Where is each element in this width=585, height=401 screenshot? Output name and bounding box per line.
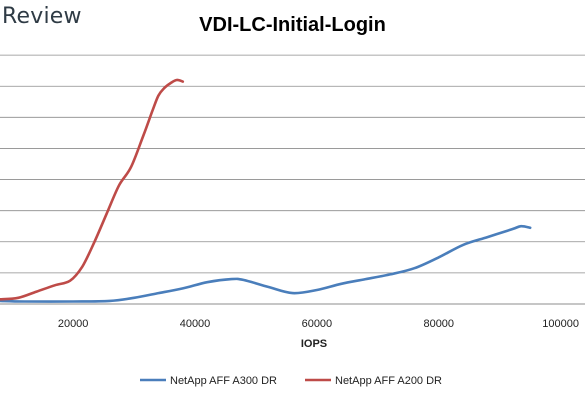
x-tick-label: 20000 — [58, 318, 89, 330]
legend: NetApp AFF A300 DR NetApp AFF A200 DR — [140, 375, 442, 387]
legend-label-a300-dr: NetApp AFF A300 DR — [170, 375, 277, 387]
gridlines — [0, 54, 585, 274]
x-tick-label: 100000 — [542, 318, 579, 330]
review-logo: Review — [2, 4, 82, 29]
series-line-a200-dr — [0, 78, 185, 301]
chart-title: VDI-LC-Initial-Login — [199, 14, 386, 36]
x-tick-label: 40000 — [180, 318, 211, 330]
x-axis-label: IOPS — [301, 338, 327, 350]
x-tick-label: 80000 — [423, 318, 454, 330]
legend-label-a200-dr: NetApp AFF A200 DR — [335, 375, 442, 387]
series-line-a300-dr — [0, 224, 532, 303]
x-tick-label: 60000 — [302, 318, 333, 330]
series-group — [0, 78, 532, 303]
x-tick-labels: 20000 40000 60000 80000 100000 — [58, 318, 579, 330]
